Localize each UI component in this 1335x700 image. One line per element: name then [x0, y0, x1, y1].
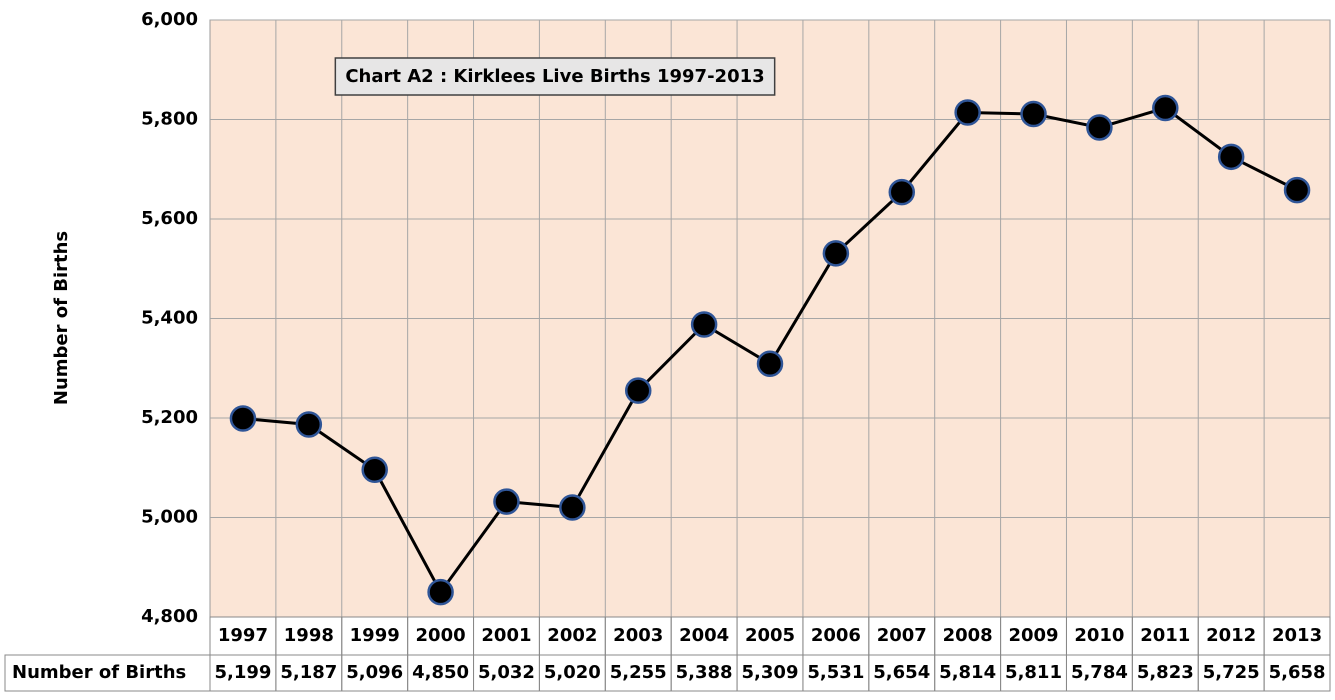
- marker: [690, 311, 718, 338]
- table-value: 5,784: [1071, 662, 1128, 683]
- x-tick-label: 2013: [1272, 625, 1322, 646]
- x-tick-label: 1998: [284, 625, 334, 646]
- marker: [1283, 176, 1311, 204]
- marker: [229, 405, 257, 432]
- table-value: 5,823: [1137, 662, 1194, 683]
- table-value: 5,658: [1269, 662, 1326, 683]
- marker: [427, 578, 454, 606]
- x-tick-label: 2010: [1074, 625, 1124, 646]
- marker: [559, 494, 586, 521]
- x-tick-label: 2009: [1008, 625, 1058, 646]
- table-value: 5,187: [280, 662, 337, 683]
- x-tick-label: 2004: [679, 625, 729, 646]
- marker: [361, 456, 388, 483]
- y-tick-label: 5,800: [141, 109, 198, 130]
- x-tick-label: 2003: [613, 625, 663, 646]
- table-cell: [1263, 654, 1331, 692]
- table-value: 5,388: [676, 662, 733, 683]
- table-value: 5,725: [1203, 662, 1260, 683]
- table-value: 5,531: [807, 662, 864, 683]
- x-tick-label: 1999: [350, 625, 400, 646]
- table-value: 5,309: [742, 662, 799, 683]
- title-box: [334, 57, 776, 96]
- table-value: 5,096: [346, 662, 403, 683]
- table-value: 4,850: [412, 662, 469, 683]
- y-tick-label: 4,800: [141, 606, 198, 627]
- table-value: 5,199: [214, 662, 271, 683]
- x-tick-label: 1997: [218, 625, 268, 646]
- marker: [493, 488, 520, 515]
- chart-title: Chart A2 : Kirklees Live Births 1997-201…: [345, 66, 764, 87]
- marker: [1086, 114, 1113, 141]
- y-tick-label: 5,000: [141, 507, 198, 528]
- marker: [756, 350, 784, 378]
- table-value: 5,814: [939, 662, 996, 683]
- x-tick-label: 2006: [811, 625, 861, 646]
- y-tick-label: 5,400: [141, 308, 198, 329]
- x-tick-label: 2002: [547, 625, 597, 646]
- table-value: 5,811: [1005, 662, 1062, 683]
- y-axis-label: Number of Births: [51, 231, 72, 405]
- x-tick-label: 2005: [745, 625, 795, 646]
- table-value: 5,255: [610, 662, 667, 683]
- marker: [624, 377, 652, 404]
- table-value: 5,654: [873, 662, 930, 683]
- x-tick-label: 2007: [877, 625, 927, 646]
- x-tick-label: 2008: [943, 625, 993, 646]
- y-tick-label: 6,000: [141, 9, 198, 30]
- table-value: 5,020: [544, 662, 601, 683]
- x-tick-label: 2001: [481, 625, 531, 646]
- marker: [295, 411, 323, 438]
- marker: [822, 240, 850, 267]
- x-tick-label: 2011: [1140, 625, 1190, 646]
- marker: [1217, 143, 1245, 171]
- table-series-name: Number of Births: [12, 662, 186, 683]
- marker: [1020, 100, 1047, 128]
- marker: [1152, 94, 1179, 122]
- y-tick-label: 5,200: [141, 407, 198, 428]
- x-tick-label: 2000: [416, 625, 466, 646]
- marker: [954, 99, 981, 126]
- x-tick-label: 2012: [1206, 625, 1256, 646]
- marker: [888, 178, 916, 206]
- table-value: 5,032: [478, 662, 535, 683]
- y-tick-label: 5,600: [141, 208, 198, 229]
